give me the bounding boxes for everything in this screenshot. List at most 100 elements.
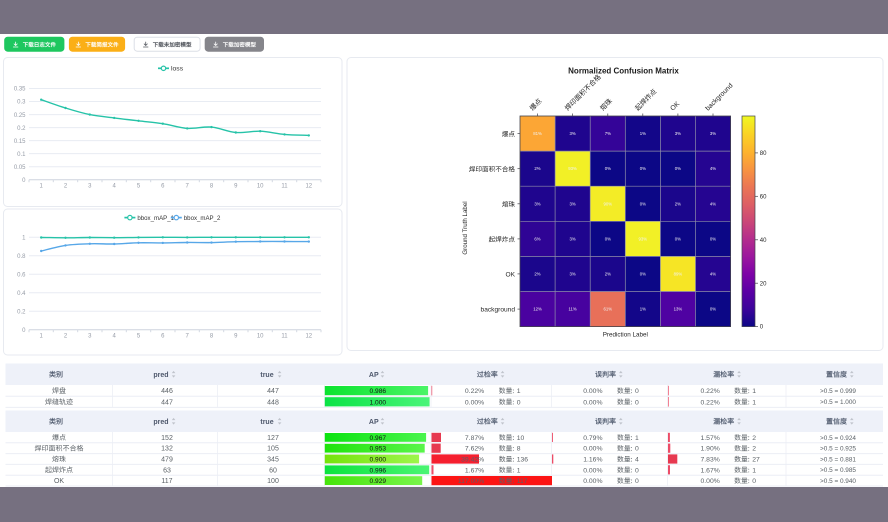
svg-text:6: 6 (161, 333, 165, 339)
svg-text:6: 6 (161, 184, 165, 190)
svg-text:13%: 13% (674, 307, 683, 312)
svg-text:1: 1 (40, 333, 44, 339)
svg-text:0%: 0% (640, 272, 646, 277)
svg-text:1: 1 (517, 388, 521, 395)
svg-text:0.15: 0.15 (14, 139, 26, 145)
svg-text:4%: 4% (710, 166, 716, 171)
svg-text:127: 127 (267, 435, 279, 442)
svg-text:3: 3 (88, 184, 92, 190)
svg-text:0: 0 (752, 478, 756, 485)
svg-text:2%: 2% (534, 272, 540, 277)
svg-text:0%: 0% (675, 166, 681, 171)
svg-text:6%: 6% (534, 237, 540, 242)
svg-text:0.22%: 0.22% (465, 388, 484, 395)
svg-text:446: 446 (161, 388, 173, 395)
svg-text:10: 10 (517, 435, 525, 442)
svg-text:loss: loss (171, 66, 184, 73)
svg-text:7: 7 (186, 184, 190, 190)
svg-text:>0.5 = 0.940: >0.5 = 0.940 (820, 478, 856, 485)
svg-text:4: 4 (113, 333, 117, 339)
svg-text:136: 136 (517, 457, 529, 464)
svg-text:1: 1 (517, 467, 521, 474)
svg-text:90%: 90% (603, 201, 612, 206)
svg-text:1: 1 (635, 435, 639, 442)
svg-text:9: 9 (234, 333, 238, 339)
svg-text:0.8: 0.8 (17, 254, 26, 260)
svg-text:0: 0 (635, 467, 639, 474)
svg-text:0: 0 (22, 328, 26, 334)
svg-text:5: 5 (137, 333, 141, 339)
svg-text:0.3: 0.3 (17, 100, 26, 106)
svg-text:>0.5 = 0.985: >0.5 = 0.985 (820, 467, 856, 474)
svg-text:11: 11 (281, 333, 288, 339)
svg-text:1.000: 1.000 (370, 399, 387, 406)
svg-text:447: 447 (267, 388, 279, 395)
svg-text:0.79%: 0.79% (583, 435, 602, 442)
svg-text:0: 0 (635, 388, 639, 395)
svg-text:448: 448 (267, 399, 279, 406)
svg-text:7: 7 (186, 333, 190, 339)
svg-text:81%: 81% (533, 131, 542, 136)
svg-text:>0.5 = 0.881: >0.5 = 0.881 (820, 456, 856, 463)
svg-text:0.900: 0.900 (370, 457, 387, 464)
svg-text:0: 0 (635, 446, 639, 453)
svg-text:3%: 3% (710, 131, 716, 136)
svg-text:1.67%: 1.67% (465, 467, 484, 474)
svg-text:12: 12 (305, 333, 312, 339)
svg-text:0.953: 0.953 (370, 446, 387, 453)
svg-text:Normalized Confusion Matrix: Normalized Confusion Matrix (568, 67, 679, 76)
svg-text:2: 2 (752, 435, 756, 442)
svg-text:7%: 7% (605, 131, 611, 136)
svg-text:117: 117 (517, 478, 528, 485)
svg-text:12%: 12% (533, 307, 542, 312)
svg-text:0%: 0% (710, 307, 716, 312)
svg-text:1%: 1% (640, 131, 646, 136)
svg-text:60: 60 (760, 194, 767, 200)
svg-text:2%: 2% (605, 272, 611, 277)
svg-text:39.42%: 39.42% (461, 457, 484, 464)
svg-text:0%: 0% (640, 201, 646, 206)
svg-text:447: 447 (161, 399, 173, 406)
svg-text:1.57%: 1.57% (701, 435, 720, 442)
svg-text:1%: 1% (640, 307, 646, 312)
svg-text:27: 27 (752, 457, 760, 464)
svg-text:105: 105 (267, 446, 279, 453)
svg-text:4: 4 (113, 184, 117, 190)
svg-text:bbox_mAP_2: bbox_mAP_2 (184, 215, 221, 222)
svg-text:>0.5 = 0.999: >0.5 = 0.999 (820, 388, 856, 395)
svg-text:3%: 3% (569, 201, 575, 206)
svg-text:0: 0 (635, 399, 639, 406)
svg-text:132: 132 (161, 446, 173, 453)
svg-text:0: 0 (635, 478, 639, 485)
svg-text:0%: 0% (605, 166, 611, 171)
svg-text:0.1: 0.1 (17, 152, 26, 158)
svg-text:479: 479 (161, 457, 173, 464)
svg-text:93%: 93% (638, 237, 647, 242)
svg-text:Prediction Label: Prediction Label (603, 332, 648, 339)
svg-text:8: 8 (517, 446, 521, 453)
svg-text:0.6: 0.6 (17, 273, 26, 279)
svg-text:0.2: 0.2 (17, 309, 26, 315)
svg-text:3%: 3% (569, 131, 575, 136)
svg-text:0%: 0% (675, 237, 681, 242)
svg-text:7.87%: 7.87% (465, 435, 484, 442)
svg-text:bbox_mAP_1: bbox_mAP_1 (137, 215, 174, 222)
svg-text:8: 8 (210, 184, 214, 190)
svg-text:93%: 93% (568, 166, 577, 171)
svg-text:0.4: 0.4 (17, 291, 26, 297)
svg-text:3%: 3% (569, 272, 575, 277)
svg-text:1: 1 (752, 388, 756, 395)
svg-text:10: 10 (257, 333, 264, 339)
svg-text:true: true (260, 372, 273, 379)
svg-text:0.22%: 0.22% (701, 388, 720, 395)
svg-text:3: 3 (88, 333, 92, 339)
svg-text:3%: 3% (534, 201, 540, 206)
svg-text:12: 12 (305, 184, 312, 190)
svg-text:0%: 0% (605, 237, 611, 242)
svg-text:1: 1 (752, 467, 756, 474)
svg-text:1: 1 (40, 184, 44, 190)
svg-text:0.00%: 0.00% (583, 467, 602, 474)
svg-text:>0.5 = 0.925: >0.5 = 0.925 (820, 446, 856, 453)
svg-text:0.00%: 0.00% (583, 399, 602, 406)
svg-text:40: 40 (760, 238, 767, 244)
